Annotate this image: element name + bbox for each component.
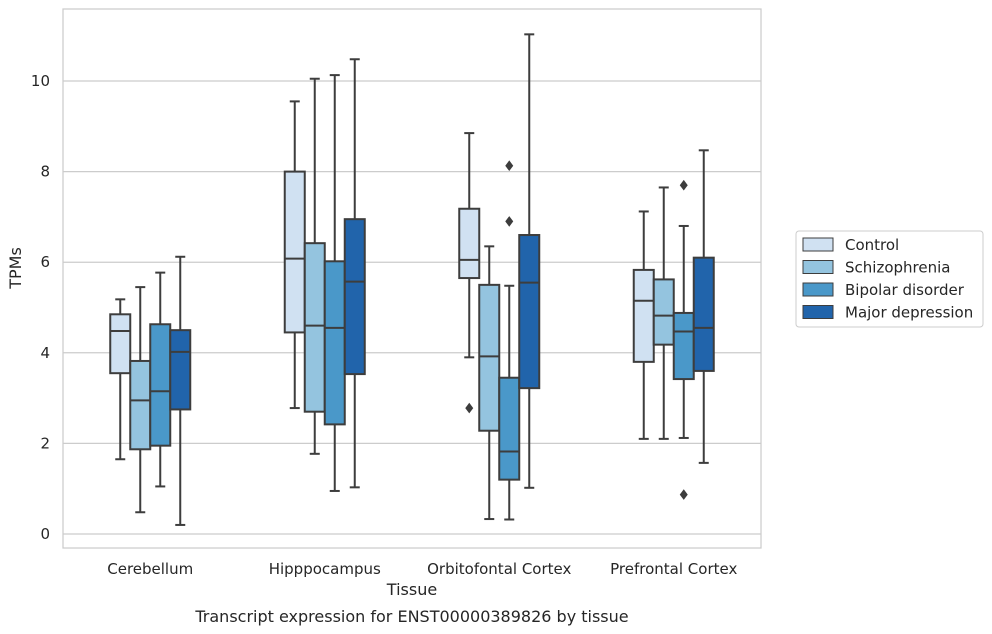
x-axis-ticks: Cerebellum Hipppocampus Orbitofontal Corte… [107,560,737,578]
legend-swatch [802,305,834,319]
legend-swatch [802,260,834,274]
box-body [652,278,675,346]
x-tick-label: Cerebellum [107,560,193,578]
legend-label: Control [845,236,899,254]
x-tick-label: Prefrontal Cortex [610,560,737,578]
box-body [498,376,521,481]
legend: Control Schizophrenia Bipolar disorder Majo… [795,230,984,328]
outlier-point [505,216,514,227]
box-body [478,283,501,432]
y-axis-ticks: 0 2 4 6 8 10 [31,72,50,543]
x-tick-label: Hipppocampus [269,560,381,578]
legend-label: Major depression [845,304,973,322]
outlier-point [505,160,514,172]
box-schizophrenia [129,286,152,514]
box-body [458,207,481,280]
boxes [109,33,715,526]
y-tick-label: 0 [40,525,50,543]
legend-swatch [802,237,834,252]
outlier-point [679,179,688,191]
box-body [283,170,306,334]
box-body [109,313,132,375]
box-body [518,234,541,390]
box-control [283,100,306,410]
legend-label: Schizophrenia [845,259,950,277]
box-control [109,298,132,461]
box-bipolar-disorder [672,179,695,500]
y-tick-label: 2 [40,434,50,452]
x-axis-label: Tissue [386,580,437,599]
box-body [303,242,326,413]
box-bipolar-disorder [323,74,346,492]
box-body [323,260,346,426]
box-control [458,132,481,414]
box-body [632,268,655,363]
y-tick-label: 4 [40,344,50,362]
legend-label: Bipolar disorder [845,281,965,299]
outlier-point [465,402,474,414]
box-schizophrenia [303,77,326,455]
box-body [129,359,152,451]
box-major-depression [343,58,366,489]
box-body [343,218,366,376]
box-schizophrenia [478,245,501,521]
box-major-depression [692,149,715,464]
box-schizophrenia [652,186,675,440]
box-bipolar-disorder [149,271,172,488]
legend-frame [795,230,984,328]
box-bipolar-disorder [498,160,521,521]
plot-area-frame [62,8,762,549]
box-body [149,323,172,447]
legend-swatch [802,282,834,297]
box-control [632,210,655,440]
y-axis-label: TPMs [6,247,25,290]
x-tick-label: Orbitofontal Cortex [427,560,571,578]
y-tick-label: 10 [31,72,50,90]
box-body [692,256,715,372]
y-tick-label: 8 [40,163,50,181]
box-body [169,329,192,411]
y-tick-label: 6 [40,253,50,271]
chart-caption: Transcript expression for ENST0000038982… [194,607,628,626]
box-major-depression [169,255,192,526]
box-body [672,311,695,381]
box-major-depression [518,33,541,489]
outlier-point [679,489,688,500]
